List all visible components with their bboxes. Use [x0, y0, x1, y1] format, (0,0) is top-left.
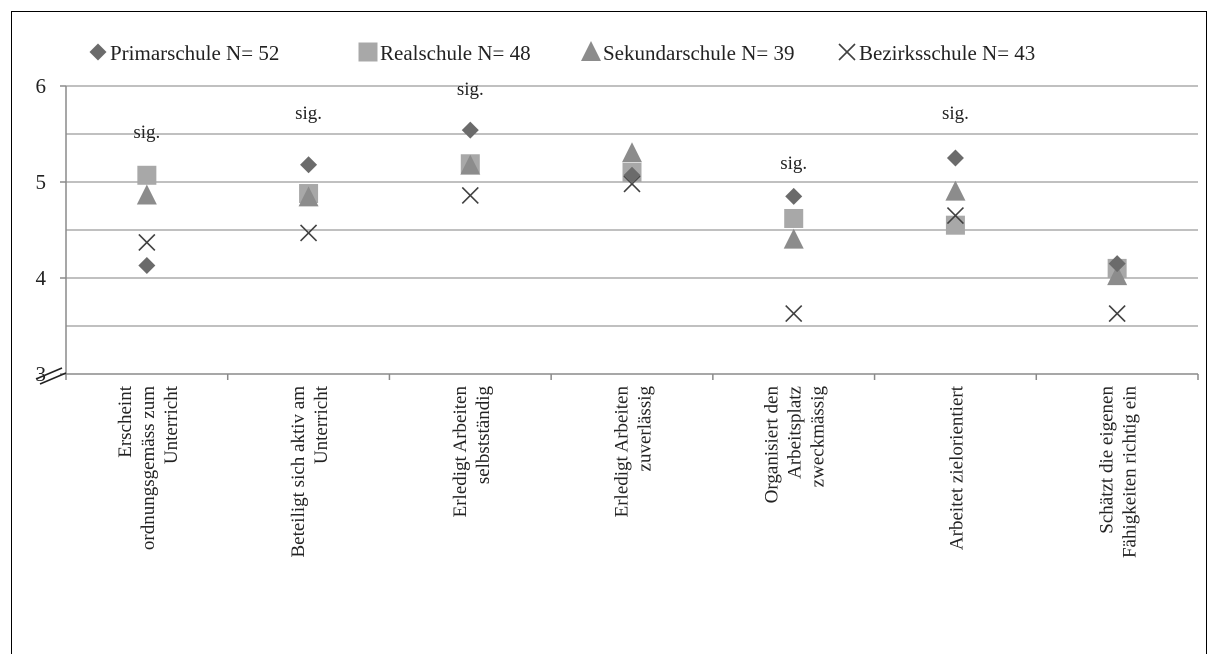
y-tick-label: 3 — [36, 362, 47, 386]
data-point — [945, 180, 966, 201]
data-point — [783, 228, 804, 249]
x-category-label-line: ordnungsgemäss zum — [138, 386, 159, 550]
legend-item: Bezirksschule N= 43 — [838, 41, 1035, 65]
y-tick-label: 5 — [36, 170, 47, 194]
data-point — [461, 121, 479, 139]
x-category-label-line: Erledigt Arbeiten — [450, 386, 471, 518]
data-point — [623, 166, 641, 184]
x-category-label-line: zuverlässig — [635, 386, 656, 472]
data-point — [138, 257, 156, 275]
data-point — [1108, 255, 1126, 273]
data-point — [461, 186, 479, 205]
legend-item: Primarschule N= 52 — [89, 41, 279, 65]
annotation-label: sig. — [942, 103, 969, 124]
data-point — [785, 304, 803, 323]
legend-marker — [838, 43, 856, 61]
axis-break-mark — [35, 367, 63, 380]
x-category-label: Organisiert den Arbeitsplatz zweckmässig — [762, 386, 829, 504]
axis-break-mark — [39, 372, 67, 385]
data-point — [1108, 304, 1126, 323]
x-category-label: Erscheint ordnungsgemäss zum Unterricht — [115, 385, 182, 550]
x-category-label-line: zweckmässig — [808, 386, 829, 488]
x-marker-stroke — [461, 186, 479, 205]
legend-marker — [358, 42, 378, 62]
data-point — [137, 165, 157, 185]
legend-label: Primarschule N= 52 — [110, 41, 279, 65]
data-point — [136, 184, 157, 205]
x-category-label-line: Schätzt die eigenen — [1097, 386, 1118, 534]
data-point — [300, 156, 318, 174]
data-point — [298, 186, 319, 207]
chart-frame — [11, 11, 1207, 654]
legend-label: Realschule N= 48 — [380, 41, 531, 65]
legend-label: Sekundarschule N= 39 — [603, 41, 794, 65]
x-marker-stroke — [138, 233, 156, 252]
data-point — [622, 142, 642, 163]
x-marker-stroke — [946, 207, 964, 225]
data-point — [785, 187, 803, 205]
annotation-label: sig. — [295, 103, 322, 124]
x-category-label-line: Unterricht — [311, 385, 332, 464]
data-point — [623, 175, 641, 193]
legend-label: Bezirksschule N= 43 — [859, 41, 1035, 65]
x-category-label-line: Fähigkeiten richtig ein — [1120, 386, 1141, 559]
legend-item: Sekundarschule N= 39 — [581, 41, 794, 65]
x-marker-stroke — [1108, 304, 1126, 323]
annotation-label: sig. — [133, 122, 160, 143]
data-point — [460, 154, 481, 175]
x-category-label: Beteiligt sich aktiv am Unterricht — [288, 385, 332, 557]
x-category-label-line: Erscheint — [115, 385, 136, 457]
x-marker-stroke — [838, 43, 856, 61]
series-triangle — [136, 142, 1128, 286]
x-category-label: Erledigt Arbeiten selbstständig — [450, 386, 494, 518]
x-category-label-line: Erledigt Arbeiten — [612, 386, 633, 518]
x-category-label-line: selbstständig — [473, 386, 494, 485]
x-marker-stroke — [623, 175, 641, 193]
data-point — [945, 215, 965, 235]
series-x — [138, 175, 1126, 323]
x-marker-stroke — [300, 224, 318, 242]
annotation-label: sig. — [780, 153, 807, 174]
x-category-label-line: Organisiert den — [762, 386, 783, 504]
annotation-label: sig. — [457, 79, 484, 100]
legend-item: Realschule N= 48 — [358, 41, 531, 65]
x-marker-stroke — [785, 304, 803, 323]
y-tick-label: 4 — [36, 266, 47, 290]
x-category-label-line: Beteiligt sich aktiv am — [288, 386, 309, 558]
y-tick-label: 6 — [36, 74, 47, 98]
x-category-label-line: Arbeitet zielorientiert — [946, 385, 967, 550]
data-point — [138, 233, 156, 252]
legend-marker — [89, 43, 107, 61]
x-category-label: Arbeitet zielorientiert — [946, 385, 967, 550]
data-point — [300, 224, 318, 242]
x-category-label-line: Arbeitsplatz — [785, 386, 806, 479]
data-point — [946, 207, 964, 225]
series-diamond — [138, 121, 1126, 275]
data-point — [946, 149, 964, 167]
data-point — [1107, 265, 1128, 286]
legend-marker — [581, 41, 601, 61]
x-category-label: Schätzt die eigenen Fähigkeiten richtig e… — [1097, 386, 1141, 559]
data-point — [784, 208, 804, 228]
x-category-label: Erledigt Arbeiten zuverlässig — [612, 386, 656, 518]
x-category-label-line: Unterricht — [161, 385, 182, 464]
